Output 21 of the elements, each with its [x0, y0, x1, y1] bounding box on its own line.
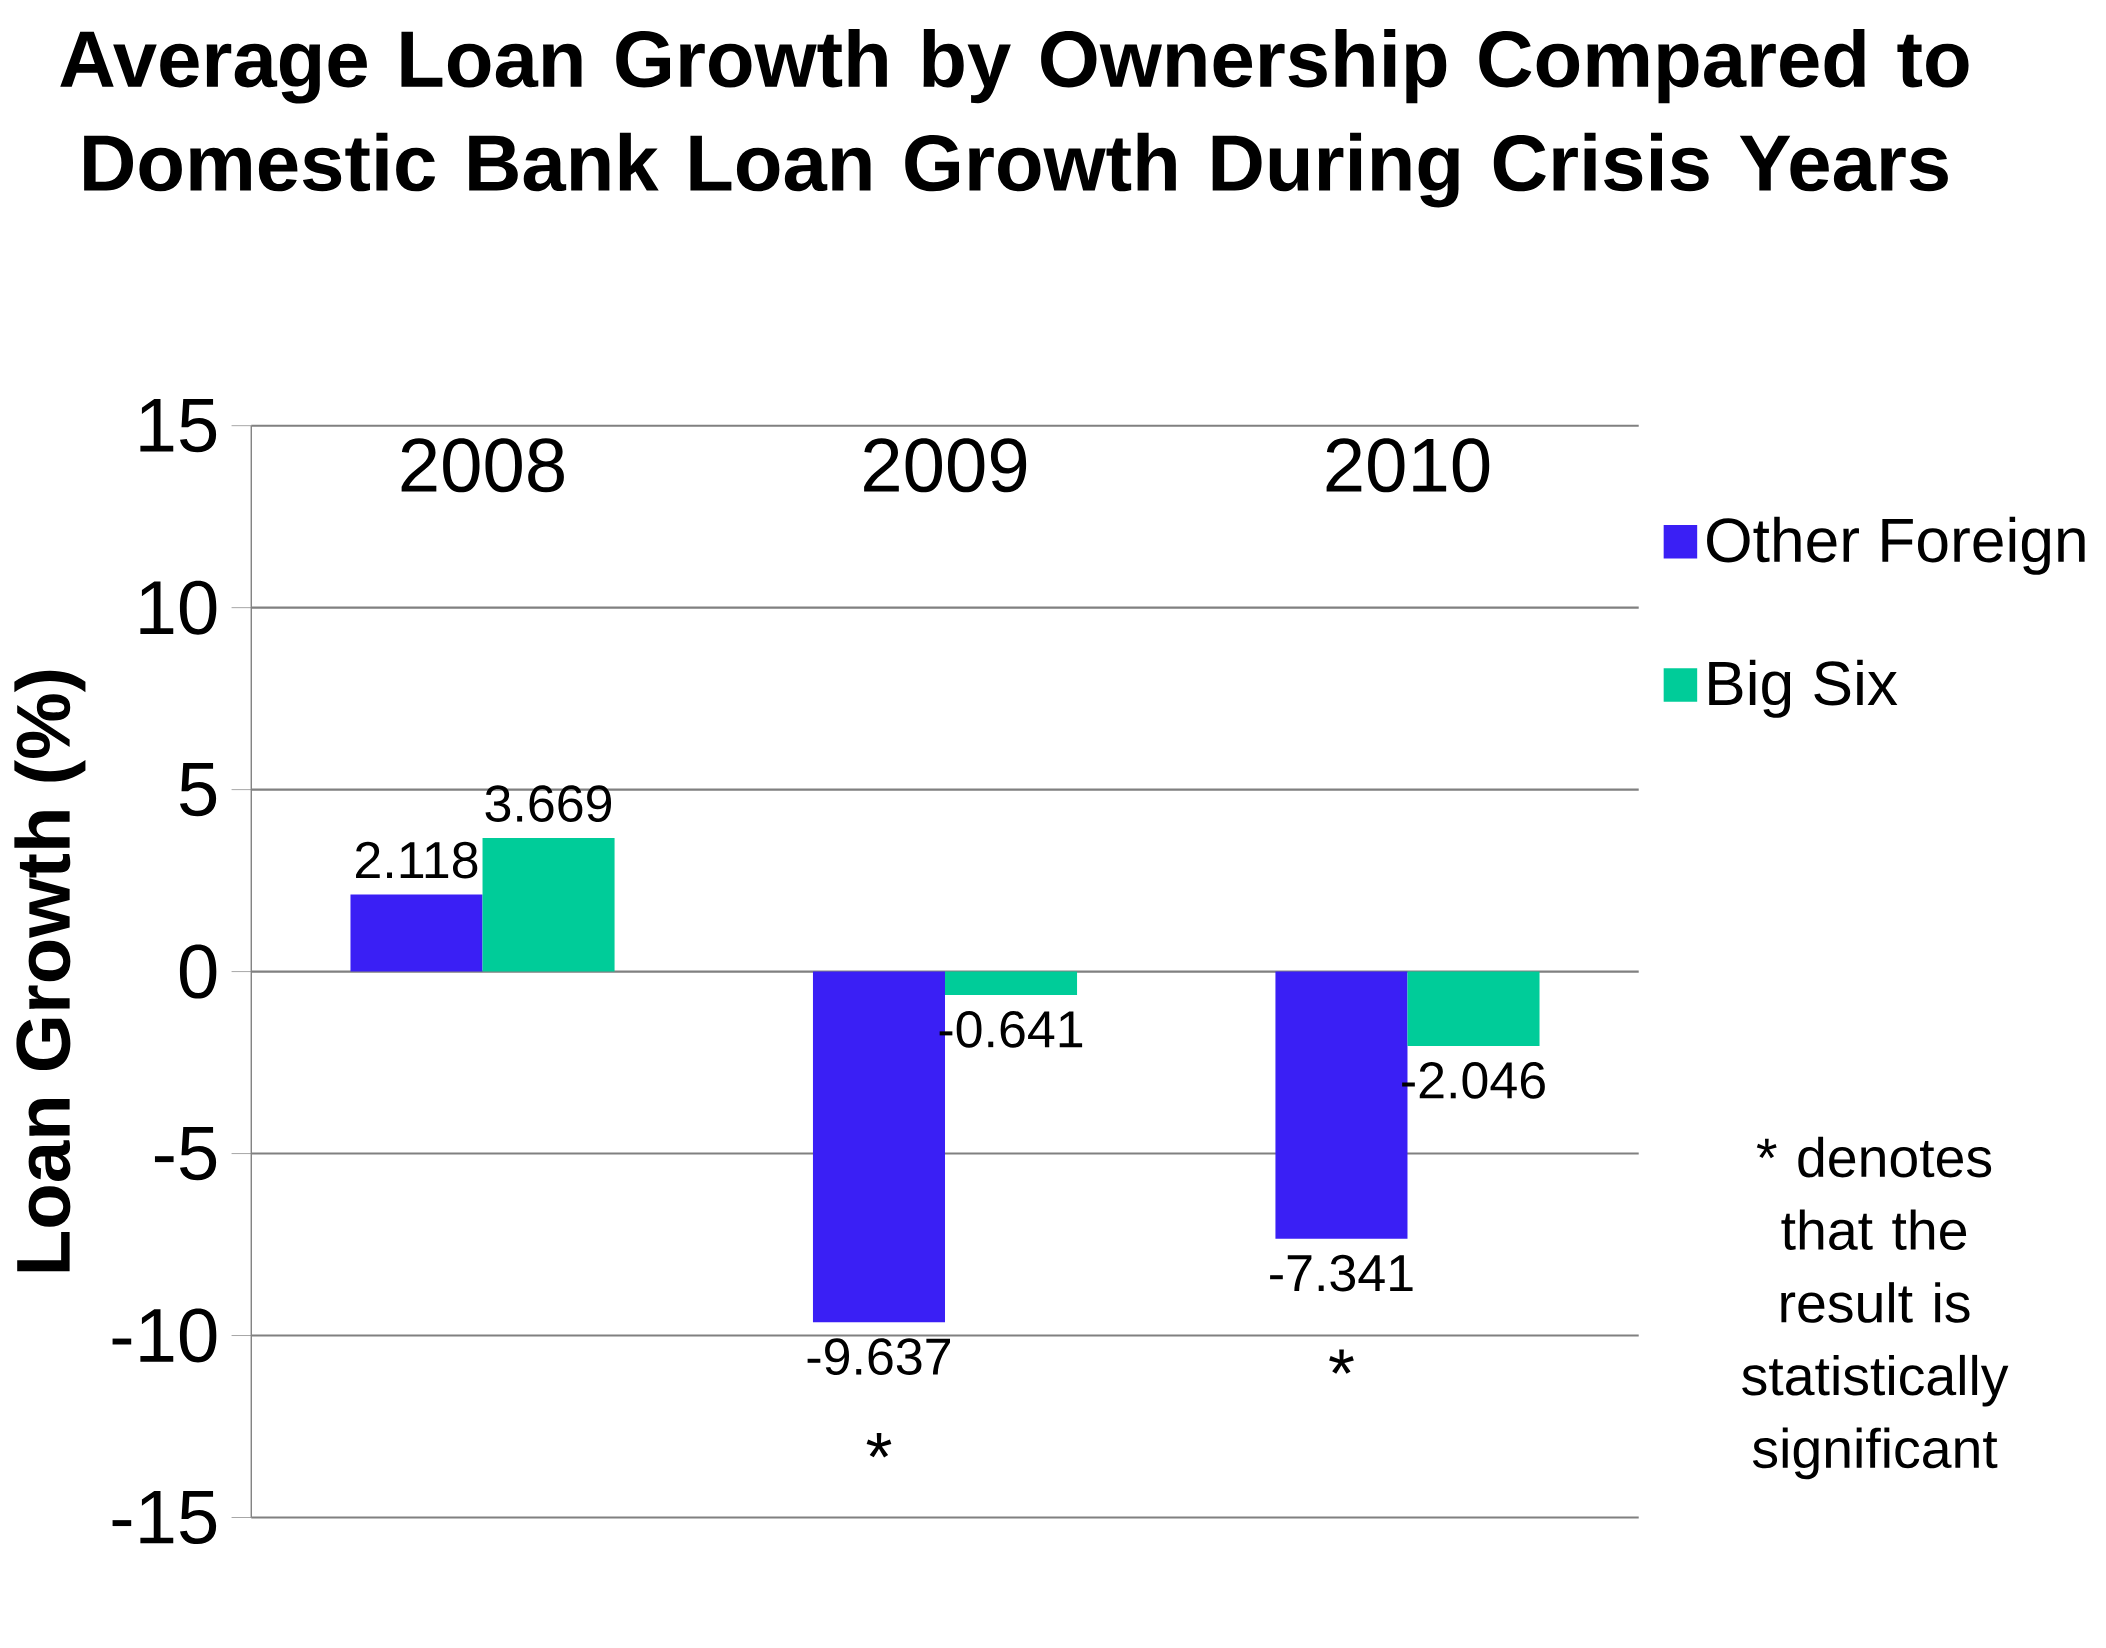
y-tick-label: 0	[179, 944, 217, 999]
y-tick-label: 10	[140, 580, 217, 635]
y-tick-label: -10	[112, 1308, 217, 1363]
data-label: 3.669	[485, 785, 612, 823]
x-tick-label: 2008	[401, 438, 564, 493]
x-tick-label: 2009	[864, 438, 1027, 493]
y-tick-label: -15	[112, 1491, 217, 1545]
y-tick-label: -5	[154, 1127, 217, 1181]
data-label: -9.637	[807, 1338, 951, 1376]
data-label: -7.341	[1270, 1254, 1413, 1292]
y-axis-title: Loan Growth (%)	[14, 670, 86, 1272]
annotation: *	[1329, 1349, 1354, 1375]
chart-title: Average Loan Growth by Ownership Compared to Domestic Bank Loan Growth During Crisis Years	[60, 29, 1969, 208]
data-label: 2.118	[356, 841, 478, 879]
annotation: *	[866, 1433, 892, 1458]
legend-label: Other Foreign	[1707, 516, 2085, 575]
legend-label: Big Six	[1709, 659, 1898, 719]
x-tick-label: 2010	[1326, 438, 1490, 493]
y-tick-label: 15	[140, 399, 217, 453]
text: * denotes that the result is statistically significant	[1742, 1136, 2009, 1480]
y-tick-label: 5	[180, 763, 217, 817]
